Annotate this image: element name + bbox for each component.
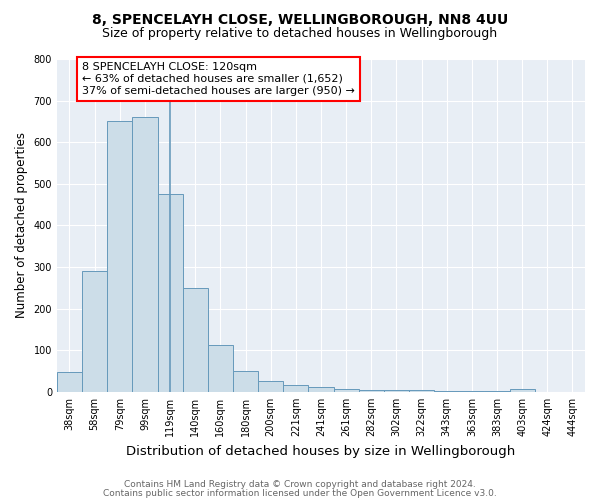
Bar <box>258 380 283 392</box>
Bar <box>158 194 182 392</box>
Bar <box>182 288 208 392</box>
Bar <box>409 390 434 392</box>
Text: Size of property relative to detached houses in Wellingborough: Size of property relative to detached ho… <box>103 28 497 40</box>
Bar <box>459 391 484 392</box>
Bar <box>57 372 82 392</box>
Bar <box>484 391 509 392</box>
Text: Contains public sector information licensed under the Open Government Licence v3: Contains public sector information licen… <box>103 489 497 498</box>
Bar <box>233 371 258 392</box>
Bar <box>107 122 133 392</box>
Bar <box>208 345 233 392</box>
Bar <box>434 390 459 392</box>
X-axis label: Distribution of detached houses by size in Wellingborough: Distribution of detached houses by size … <box>127 444 515 458</box>
Text: 8 SPENCELAYH CLOSE: 120sqm
← 63% of detached houses are smaller (1,652)
37% of s: 8 SPENCELAYH CLOSE: 120sqm ← 63% of deta… <box>82 62 355 96</box>
Bar <box>384 390 409 392</box>
Bar <box>82 271 107 392</box>
Bar <box>283 385 308 392</box>
Text: Contains HM Land Registry data © Crown copyright and database right 2024.: Contains HM Land Registry data © Crown c… <box>124 480 476 489</box>
Bar <box>308 386 334 392</box>
Bar <box>133 118 158 392</box>
Text: 8, SPENCELAYH CLOSE, WELLINGBOROUGH, NN8 4UU: 8, SPENCELAYH CLOSE, WELLINGBOROUGH, NN8… <box>92 12 508 26</box>
Bar <box>334 389 359 392</box>
Y-axis label: Number of detached properties: Number of detached properties <box>15 132 28 318</box>
Bar <box>509 389 535 392</box>
Bar <box>359 390 384 392</box>
